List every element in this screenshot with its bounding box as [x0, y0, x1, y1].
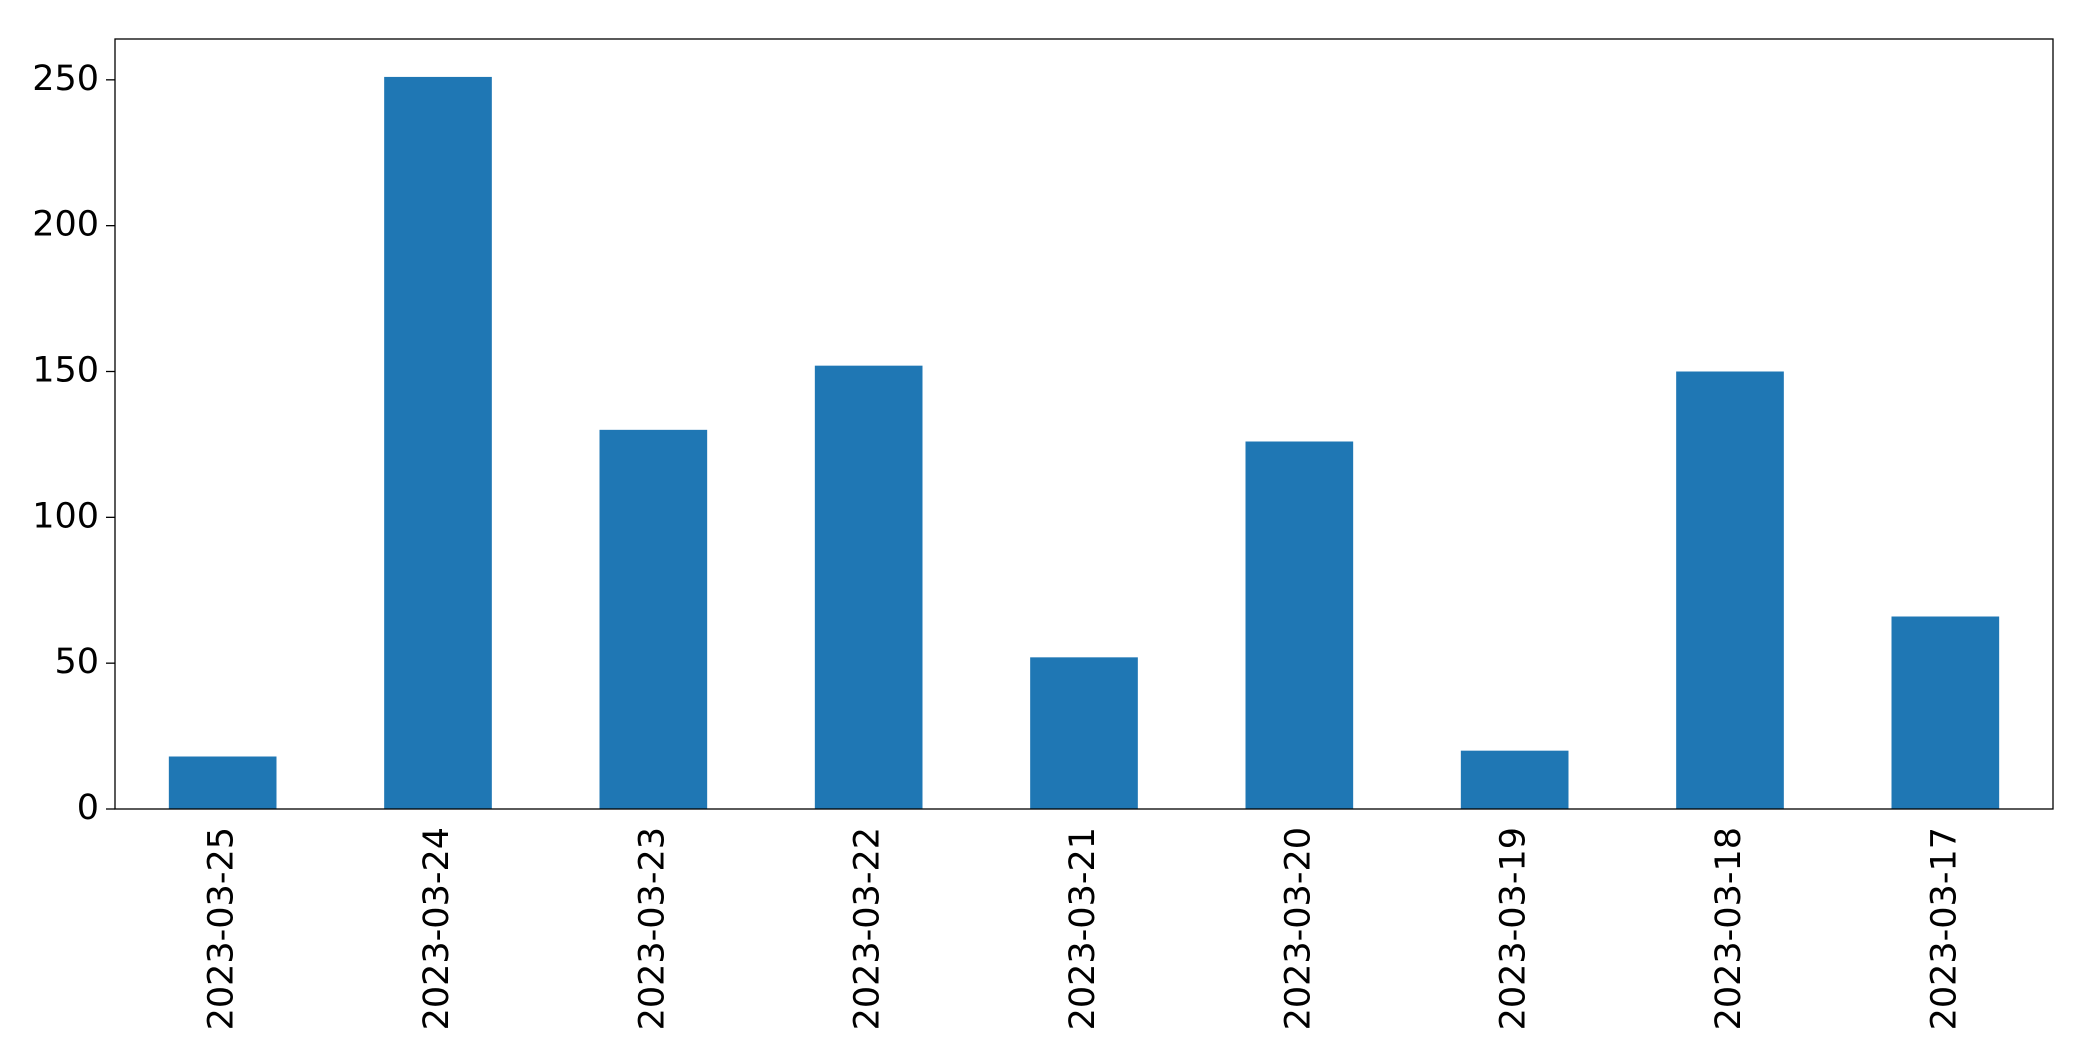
x-tick-label: 2023-03-24 — [417, 827, 457, 1030]
x-tick-label: 2023-03-22 — [848, 827, 888, 1030]
bar — [814, 365, 923, 809]
plot-frame — [114, 38, 2054, 810]
x-tick-label: 2023-03-19 — [1494, 827, 1534, 1030]
x-tick-label: 2023-03-20 — [1278, 827, 1318, 1030]
y-tick-label: 50 — [54, 642, 99, 682]
x-tick-label: 2023-03-17 — [1924, 827, 1964, 1030]
bar — [1676, 371, 1784, 809]
y-tick-label: 100 — [32, 496, 99, 536]
x-tick-label: 2023-03-18 — [1709, 827, 1749, 1030]
bar — [1030, 657, 1138, 809]
x-tick-label: 2023-03-21 — [1063, 827, 1103, 1030]
bar — [384, 76, 492, 809]
bar — [1245, 441, 1354, 809]
y-tick-label: 0 — [77, 788, 99, 828]
y-tick-label: 250 — [32, 59, 99, 99]
bar — [599, 429, 708, 809]
x-tick-label: 2023-03-25 — [202, 827, 242, 1030]
bar — [168, 756, 277, 809]
y-tick-label: 150 — [32, 351, 99, 391]
y-tick-label: 200 — [32, 205, 99, 245]
bar — [1460, 750, 1569, 809]
x-tick-label: 2023-03-23 — [632, 827, 672, 1030]
bar — [1891, 616, 2000, 809]
